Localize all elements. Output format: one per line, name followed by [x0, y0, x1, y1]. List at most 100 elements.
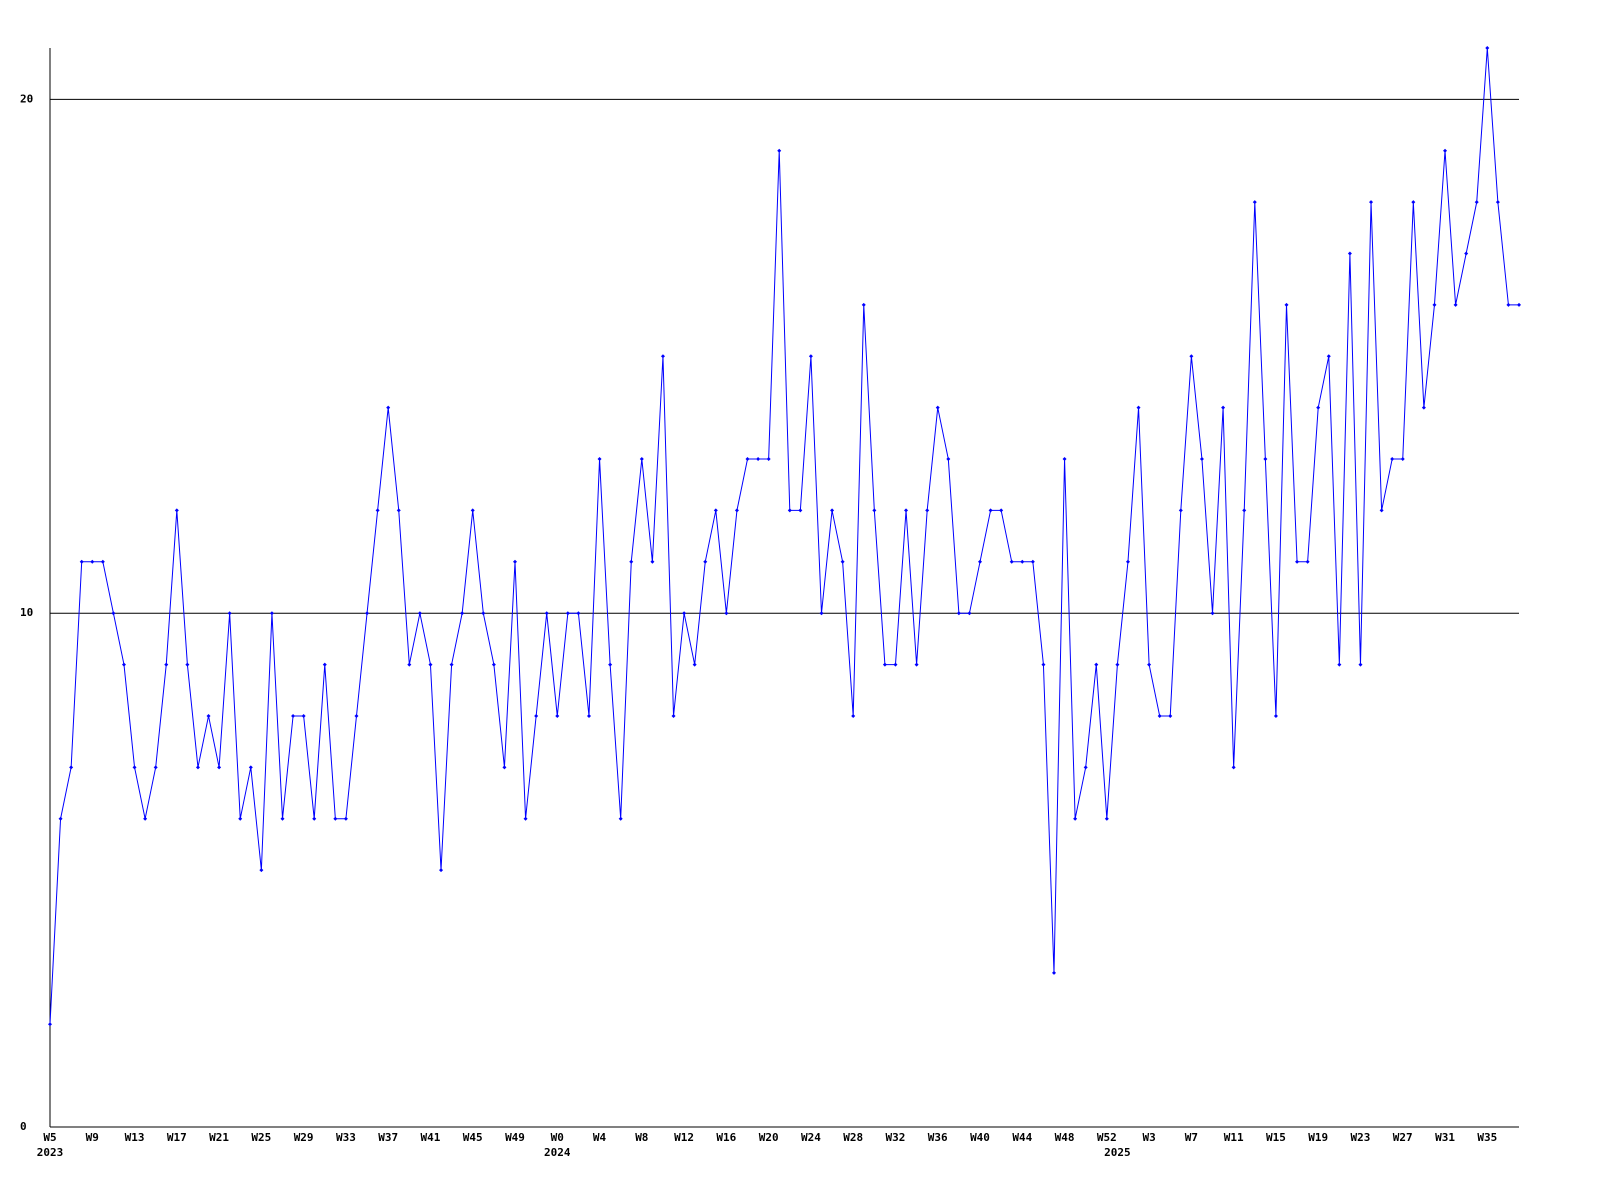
- data-point: [650, 559, 655, 564]
- data-point: [1358, 662, 1363, 667]
- data-point: [312, 816, 317, 821]
- data-point: [1210, 611, 1215, 616]
- data-point: [174, 508, 179, 513]
- x-tick-label: W11: [1224, 1131, 1244, 1144]
- data-point: [1273, 713, 1278, 718]
- data-point: [830, 508, 835, 513]
- data-point: [1094, 662, 1099, 667]
- data-point: [1189, 354, 1194, 359]
- year-label: 2025: [1104, 1146, 1131, 1159]
- data-point: [671, 713, 676, 718]
- data-point: [1421, 405, 1426, 410]
- data-point: [428, 662, 433, 667]
- data-point: [449, 662, 454, 667]
- data-point: [1147, 662, 1152, 667]
- data-point: [1453, 302, 1458, 307]
- x-tick-label: W35: [1477, 1131, 1497, 1144]
- x-tick-label: W8: [635, 1131, 648, 1144]
- data-point: [682, 611, 687, 616]
- data-point: [1443, 148, 1448, 153]
- data-point: [1411, 200, 1416, 205]
- data-point: [745, 457, 750, 462]
- data-point: [513, 559, 518, 564]
- year-label: 2024: [544, 1146, 571, 1159]
- data-point: [861, 302, 866, 307]
- data-point: [153, 765, 158, 770]
- data-point: [1400, 457, 1405, 462]
- data-point: [481, 611, 486, 616]
- data-point: [407, 662, 412, 667]
- data-point: [1326, 354, 1331, 359]
- x-tick-label: W24: [801, 1131, 821, 1144]
- data-point: [1495, 200, 1500, 205]
- data-point: [586, 713, 591, 718]
- x-tick-label: W13: [125, 1131, 145, 1144]
- data-point: [100, 559, 105, 564]
- x-tick-label: W44: [1012, 1131, 1032, 1144]
- x-tick-label: W3: [1142, 1131, 1155, 1144]
- data-point: [1083, 765, 1088, 770]
- data-point: [935, 405, 940, 410]
- data-point: [618, 816, 623, 821]
- x-tick-label: W37: [378, 1131, 398, 1144]
- data-point: [1432, 302, 1437, 307]
- data-point: [259, 868, 264, 873]
- data-point: [893, 662, 898, 667]
- data-point: [1252, 200, 1257, 205]
- data-point: [1316, 405, 1321, 410]
- data-point: [1041, 662, 1046, 667]
- x-tick-label: W16: [716, 1131, 736, 1144]
- x-tick-label: W7: [1185, 1131, 1198, 1144]
- x-tick-label: W33: [336, 1131, 356, 1144]
- data-point: [301, 713, 306, 718]
- data-point: [1062, 457, 1067, 462]
- x-tick-label: W15: [1266, 1131, 1286, 1144]
- x-tick-label: W40: [970, 1131, 990, 1144]
- x-tick-label: W52: [1097, 1131, 1117, 1144]
- data-point: [1337, 662, 1342, 667]
- data-point: [946, 457, 951, 462]
- data-point: [1517, 302, 1521, 307]
- x-tick-label: W45: [463, 1131, 483, 1144]
- data-point: [502, 765, 507, 770]
- data-point: [132, 765, 137, 770]
- data-point: [1464, 251, 1469, 256]
- data-point: [386, 405, 391, 410]
- data-point: [1305, 559, 1310, 564]
- x-tick-label: W4: [593, 1131, 607, 1144]
- data-point: [1125, 559, 1130, 564]
- data-point: [914, 662, 919, 667]
- data-point: [111, 611, 116, 616]
- data-point: [999, 508, 1004, 513]
- data-point: [1485, 46, 1490, 50]
- data-point: [1263, 457, 1268, 462]
- year-label: 2023: [37, 1146, 64, 1159]
- data-point: [491, 662, 496, 667]
- x-tick-label: W9: [86, 1131, 99, 1144]
- data-point: [1020, 559, 1025, 564]
- data-point: [534, 713, 539, 718]
- data-point: [79, 559, 84, 564]
- data-line: [49, 47, 1519, 1025]
- x-tick-label: W5: [43, 1131, 56, 1144]
- data-point: [523, 816, 528, 821]
- data-point: [365, 611, 370, 616]
- x-tick-label: W49: [505, 1131, 525, 1144]
- data-point: [1369, 200, 1374, 205]
- data-point: [988, 508, 993, 513]
- x-tick-label: W12: [674, 1131, 694, 1144]
- data-point: [808, 354, 813, 359]
- data-point: [692, 662, 697, 667]
- x-tick-label: W36: [928, 1131, 948, 1144]
- data-point: [1178, 508, 1183, 513]
- data-point: [1136, 405, 1141, 410]
- y-tick-label: 0: [20, 1120, 27, 1133]
- data-point: [280, 816, 285, 821]
- data-point: [206, 713, 211, 718]
- data-point: [1242, 508, 1247, 513]
- data-point: [269, 611, 274, 616]
- data-point: [396, 508, 401, 513]
- data-point: [660, 354, 665, 359]
- data-point: [967, 611, 972, 616]
- data-point: [925, 508, 930, 513]
